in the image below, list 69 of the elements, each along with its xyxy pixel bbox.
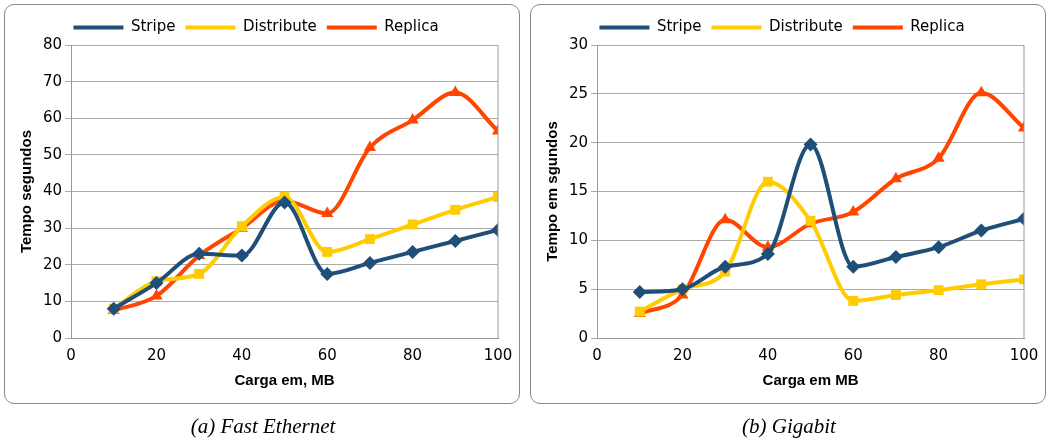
point bbox=[234, 248, 249, 263]
legend-label: Replica bbox=[384, 17, 439, 36]
point bbox=[933, 285, 944, 296]
point bbox=[407, 219, 418, 230]
point bbox=[762, 176, 773, 187]
y-tick-label: 40 bbox=[42, 181, 63, 200]
point bbox=[194, 268, 205, 279]
y-tick-label: 0 bbox=[578, 327, 589, 346]
point bbox=[890, 290, 901, 300]
x-tick-label: 100 bbox=[1009, 345, 1039, 364]
y-tick-label: 30 bbox=[568, 34, 589, 53]
point bbox=[320, 266, 335, 281]
legend-label: Stripe bbox=[656, 17, 702, 36]
y-tick-label: 20 bbox=[42, 254, 63, 273]
y-tick-label: 20 bbox=[568, 132, 589, 151]
point bbox=[149, 276, 164, 291]
point bbox=[448, 233, 463, 248]
point bbox=[848, 295, 859, 306]
point bbox=[888, 249, 903, 264]
x-tick-label: 40 bbox=[232, 345, 252, 364]
y-tick-label: 10 bbox=[42, 291, 63, 310]
y-tick-label: 50 bbox=[42, 144, 63, 163]
legend-label: Distribute bbox=[242, 17, 317, 36]
y-tick-label: 80 bbox=[42, 34, 63, 53]
point bbox=[363, 140, 376, 152]
point bbox=[760, 247, 775, 262]
text: (a) Fast Ethernet bbox=[189, 414, 337, 439]
point bbox=[450, 204, 461, 215]
y-tick-label: 15 bbox=[568, 181, 589, 200]
y-tick-label: 30 bbox=[42, 218, 63, 237]
point bbox=[449, 85, 462, 97]
legend-label: Stripe bbox=[130, 17, 176, 36]
x-tick-label: 60 bbox=[317, 345, 337, 364]
y-tick-label: 25 bbox=[568, 83, 589, 102]
y-tick-label: 0 bbox=[52, 327, 63, 346]
point bbox=[405, 244, 420, 259]
point bbox=[718, 259, 733, 274]
point bbox=[846, 259, 861, 274]
x-tick-label: 20 bbox=[146, 345, 167, 364]
x-tick-label: 0 bbox=[66, 345, 76, 364]
x-axis-title: Carga em, MB bbox=[234, 371, 335, 389]
y-tick-label: 5 bbox=[578, 279, 589, 298]
point bbox=[976, 279, 987, 290]
point bbox=[974, 223, 989, 238]
text: (b) Gigabit bbox=[741, 414, 838, 439]
point bbox=[362, 255, 377, 270]
y-tick-label: 60 bbox=[42, 108, 63, 127]
x-tick-label: 80 bbox=[929, 345, 949, 364]
point bbox=[322, 246, 333, 257]
x-tick-label: 60 bbox=[843, 345, 863, 364]
x-tick-label: 20 bbox=[672, 345, 693, 364]
y-tick-label: 10 bbox=[568, 230, 589, 249]
legend-label: Replica bbox=[910, 17, 965, 36]
point bbox=[803, 137, 818, 152]
point bbox=[364, 234, 375, 245]
x-tick-label: 0 bbox=[592, 345, 602, 364]
point bbox=[321, 206, 334, 217]
y-tick-label: 70 bbox=[42, 71, 63, 90]
y-axis-title: Tempo em sgundos bbox=[543, 121, 561, 262]
point bbox=[277, 195, 292, 210]
point bbox=[931, 240, 946, 255]
x-tick-label: 100 bbox=[483, 345, 513, 364]
point bbox=[932, 151, 945, 162]
legend-label: Distribute bbox=[768, 17, 843, 36]
x-tick-label: 40 bbox=[758, 345, 778, 364]
x-axis-title: Carga em MB bbox=[762, 371, 859, 389]
x-tick-label: 80 bbox=[403, 345, 423, 364]
y-axis-title: Tempo segundos bbox=[17, 129, 35, 254]
point bbox=[632, 285, 647, 300]
